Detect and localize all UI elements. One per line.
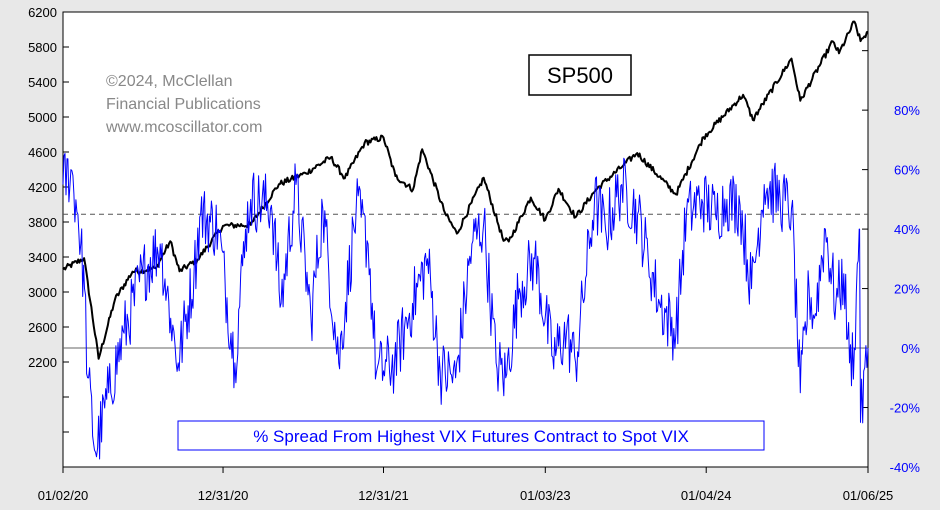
left-tick-label: 2200 [28,355,57,370]
spread-label: % Spread From Highest VIX Futures Contra… [253,427,689,446]
copyright-line-2: Financial Publications [106,96,261,113]
left-tick-label: 3800 [28,215,57,230]
x-axis: 01/02/20 12/31/20 12/31/21 01/03/23 01/04/24… [38,467,894,503]
left-axis: 6200 5800 5400 5000 4600 4200 3800 3400 3000 2600… [28,5,69,433]
left-tick-label: 3400 [28,250,57,265]
vix-spread-series-line [62,153,869,460]
sp500-label-box: SP500 [528,54,632,96]
x-tick-label: 12/31/20 [198,488,249,503]
left-tick-label: 4600 [28,145,57,160]
left-tick-label: 6200 [28,5,57,20]
copyright-note: ©2024, McClellan Financial Publications … [105,73,262,136]
spread-label-frame [177,420,765,451]
right-tick-label: 0% [901,341,920,356]
right-tick-label: -40% [890,460,921,475]
spread-label-box: % Spread From Highest VIX Futures Contra… [177,420,765,451]
right-tick-label: 80% [894,103,920,118]
copyright-line-1: ©2024, McClellan [106,73,233,90]
left-tick-label: 5400 [28,75,57,90]
x-tick-label: 01/06/25 [843,488,894,503]
right-tick-label: 60% [894,163,920,178]
x-tick-label: 01/03/23 [520,488,571,503]
sp500-label: SP500 [547,63,613,88]
left-tick-label: 5800 [28,40,57,55]
right-tick-label: 40% [894,222,920,237]
x-tick-label: 01/02/20 [38,488,89,503]
left-tick-label: 5000 [28,110,57,125]
right-tick-label: 20% [894,282,920,297]
x-tick-label: 12/31/21 [358,488,409,503]
right-axis: 80% 60% 40% 20% 0% -20% -40% [862,50,921,475]
left-tick-label: 3000 [28,285,57,300]
sp500-label-frame [528,54,632,96]
left-tick-label: 4200 [28,180,57,195]
right-tick-label: -20% [890,401,921,416]
left-tick-label: 2600 [28,320,57,335]
reference-lines [63,213,868,349]
series-layer [62,20,869,460]
x-tick-label: 01/04/24 [681,488,732,503]
copyright-line-3: www.mcoscillator.com [105,119,262,136]
